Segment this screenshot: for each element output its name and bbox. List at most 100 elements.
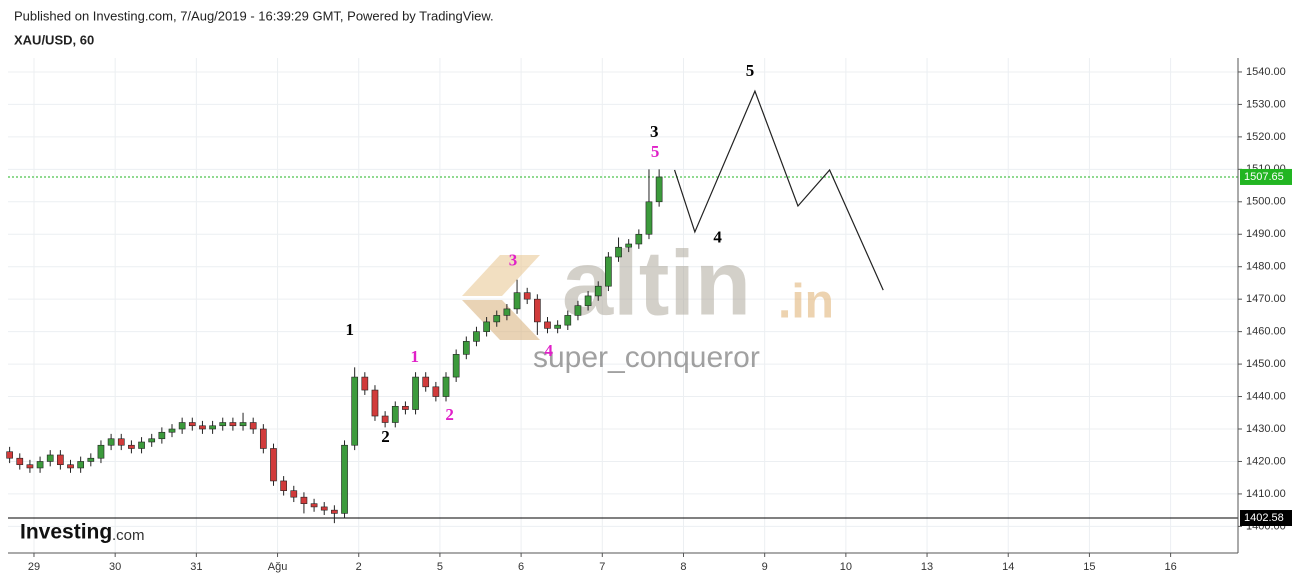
- logo-shape: [462, 255, 540, 296]
- candle-body: [229, 422, 237, 427]
- watermark-author: super_conqueror: [533, 341, 760, 374]
- y-tick-label: 1430.00: [1246, 423, 1286, 435]
- candle-body: [128, 444, 135, 449]
- candle-body: [6, 451, 13, 459]
- candle-body: [422, 376, 430, 388]
- candle-body: [523, 292, 531, 300]
- price-label-box: [1240, 510, 1292, 527]
- candle-body: [290, 490, 298, 498]
- candle-body: [412, 376, 419, 410]
- x-tick-label: 6: [518, 561, 524, 573]
- candle-body: [16, 457, 24, 466]
- y-tick-label: 1420.00: [1246, 455, 1286, 467]
- candle-body: [188, 422, 196, 427]
- candle-body: [584, 295, 592, 306]
- x-tick-label: 7: [599, 561, 605, 573]
- y-tick-label: 1450.00: [1246, 358, 1286, 370]
- x-tick-label: 13: [921, 561, 933, 573]
- x-tick-label: 10: [840, 561, 852, 573]
- plot: 1 2 3 4 5 1 2 3 4 5: [6, 61, 1238, 524]
- candle-body: [107, 438, 115, 446]
- candle-body: [361, 376, 369, 391]
- candle-body: [635, 233, 643, 245]
- candle-body: [209, 425, 216, 430]
- wave-label: 1: [411, 347, 420, 366]
- candle-body: [645, 201, 653, 235]
- candle-body: [280, 480, 287, 491]
- y-tick-label: 1490.00: [1246, 228, 1286, 240]
- y-tick-label: 1520.00: [1246, 131, 1286, 143]
- wave-label: 2: [445, 405, 454, 424]
- candle-body: [341, 444, 348, 514]
- candle-body: [564, 315, 572, 326]
- candle-body: [615, 246, 622, 258]
- candle-body: [331, 509, 338, 514]
- candle-body: [26, 464, 34, 469]
- y-tick-label: 1410.00: [1246, 488, 1286, 500]
- candle-body: [493, 315, 501, 323]
- symbol: XAU/USD, 60: [14, 32, 94, 47]
- x-tick-label: 2: [356, 561, 362, 573]
- candle-body: [178, 422, 186, 430]
- candle-body: [77, 461, 85, 469]
- wave-label: 4: [544, 341, 553, 360]
- candle-body: [168, 428, 176, 433]
- candle-body: [473, 331, 480, 342]
- candle-body: [259, 428, 267, 449]
- published-note: Published on Investing.com, 7/Aug/2019 -…: [14, 8, 494, 23]
- x-tick-label: Ağu: [268, 561, 288, 573]
- candle-body: [67, 464, 74, 469]
- price-label-box: [1240, 168, 1292, 185]
- candle-body: [300, 496, 308, 504]
- y-tick-label: 1480.00: [1246, 261, 1286, 273]
- candle-body: [381, 415, 389, 423]
- candle-body: [655, 176, 663, 203]
- candle-body: [270, 448, 277, 482]
- x-tick-label: 15: [1083, 561, 1095, 573]
- candle-body: [239, 422, 247, 427]
- wave-label: 2: [381, 427, 390, 446]
- wave-label: 4: [713, 228, 722, 247]
- candle-body: [249, 422, 257, 430]
- candle-body: [534, 298, 541, 323]
- y-tick-label: 1460.00: [1246, 326, 1286, 338]
- grid: [8, 58, 1238, 553]
- candle-body: [57, 454, 64, 466]
- y-tick-label: 1500.00: [1246, 196, 1286, 208]
- candle-body: [371, 389, 379, 417]
- y-tick-label: 1530.00: [1246, 98, 1286, 110]
- x-tick-label: 9: [762, 561, 768, 573]
- wave-label: 1: [346, 320, 355, 339]
- x-tick-label: 30: [109, 561, 121, 573]
- candle-body: [442, 376, 450, 397]
- x-tick-label: 29: [28, 561, 40, 573]
- candle-body: [503, 308, 511, 316]
- candle-body: [625, 243, 633, 248]
- wave-label: 3: [650, 122, 659, 141]
- wave-label: 5: [746, 61, 755, 80]
- x-tick-label: 16: [1164, 561, 1176, 573]
- candle-body: [513, 292, 521, 310]
- candle-body: [117, 438, 125, 446]
- x-tick-label: 14: [1002, 561, 1014, 573]
- candle-body: [138, 441, 145, 449]
- candle-body: [402, 405, 409, 410]
- watermark-logo: altin: [562, 232, 751, 334]
- candle-body: [199, 425, 206, 430]
- brand-suffix: .com: [112, 527, 145, 544]
- candle-body: [158, 431, 166, 440]
- x-tick-label: 5: [437, 561, 443, 573]
- candle-body: [462, 341, 470, 355]
- logo-shape: [462, 300, 540, 340]
- candle-body: [351, 376, 359, 446]
- y-tick-label: 1440.00: [1246, 390, 1286, 402]
- candle-body: [544, 321, 551, 329]
- candle-body: [87, 457, 95, 462]
- y-tick-label: 1540.00: [1246, 66, 1286, 78]
- candle-body: [148, 438, 156, 443]
- candle-body: [310, 503, 318, 508]
- watermark: altin .in super_conqueror: [462, 232, 834, 374]
- price-label: 1402.58: [1244, 512, 1284, 524]
